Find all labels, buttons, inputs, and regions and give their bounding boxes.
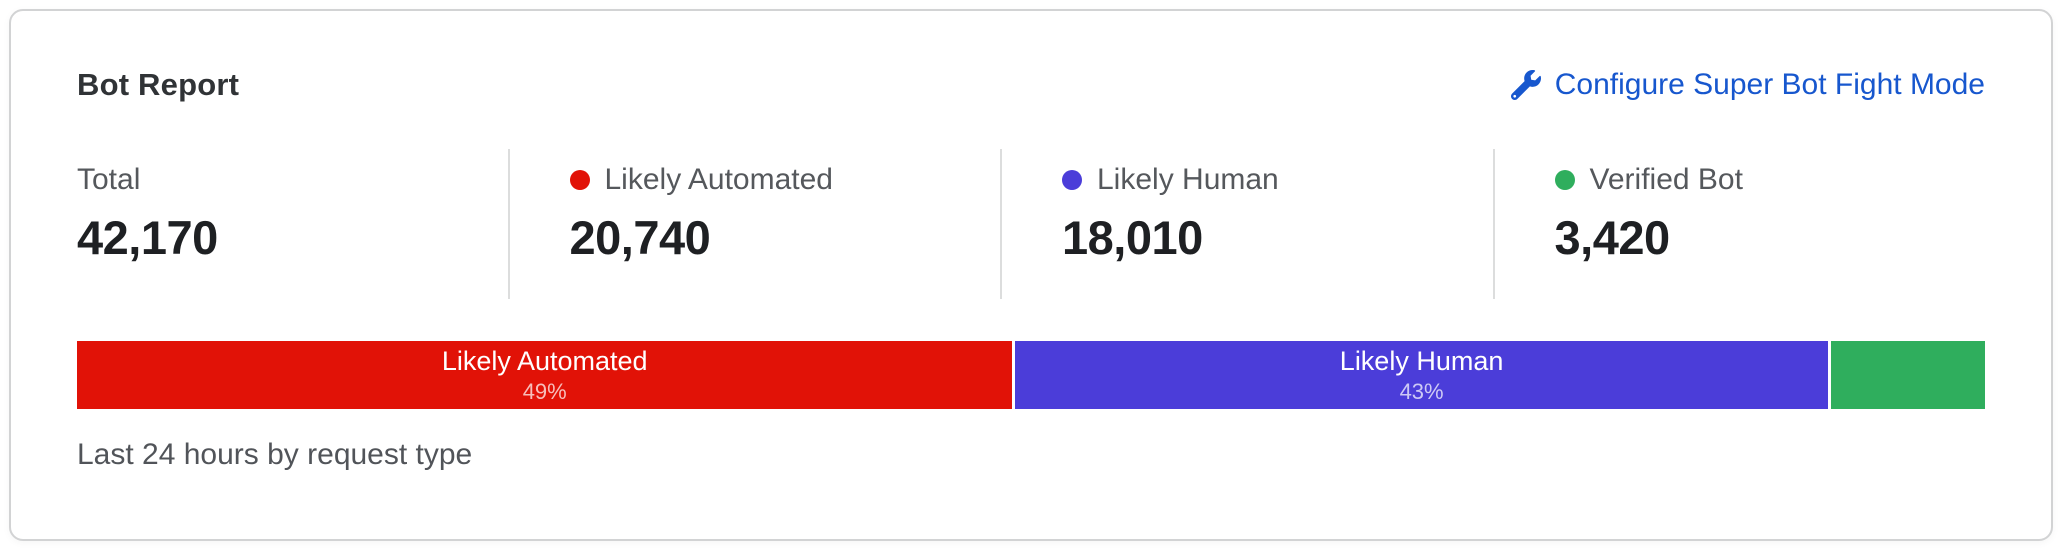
bar-segment-likely-automated: Likely Automated 49% — [77, 341, 1013, 409]
stat-verified-bot-label: Verified Bot — [1589, 163, 1743, 196]
bar-segment-label: Likely Automated — [441, 346, 648, 376]
configure-link-label: Configure Super Bot Fight Mode — [1554, 68, 1985, 101]
stat-verified-bot: Verified Bot 3,420 — [1492, 149, 1986, 299]
bar-segment-verified-bot — [1830, 341, 1985, 409]
card-header: Bot Report Configure Super Bot Fight Mod… — [77, 65, 1985, 105]
stat-total-value: 42,170 — [77, 211, 218, 264]
bar-segment-label: Likely Human — [1339, 346, 1504, 376]
wrench-icon — [1510, 70, 1541, 100]
stat-likely-automated-label: Likely Automated — [604, 163, 833, 196]
time-range-caption: Last 24 hours by request type — [77, 438, 473, 471]
stat-likely-human: Likely Human 18,010 — [1000, 149, 1493, 299]
likely-automated-dot-icon — [569, 170, 590, 190]
stat-likely-automated: Likely Automated 20,740 — [507, 149, 1001, 299]
stat-total-label: Total — [77, 163, 141, 196]
verified-bot-dot-icon — [1554, 170, 1575, 190]
page-title: Bot Report — [77, 67, 240, 102]
stat-total: Total 42,170 — [77, 149, 508, 299]
likely-human-dot-icon — [1062, 170, 1082, 190]
request-type-stacked-bar: Likely Automated 49% Likely Human 43% — [77, 341, 1985, 409]
stats-row: Total 42,170 Likely Automated 20,740 Lik… — [77, 149, 1985, 299]
stat-verified-bot-value: 3,420 — [1554, 211, 1671, 264]
stat-likely-human-value: 18,010 — [1062, 211, 1203, 264]
stat-likely-human-label: Likely Human — [1097, 163, 1279, 196]
stat-likely-automated-value: 20,740 — [569, 211, 711, 264]
bar-segment-likely-human: Likely Human 43% — [1015, 341, 1828, 409]
bar-segment-percent: 43% — [1399, 379, 1444, 404]
configure-super-bot-fight-mode-link[interactable]: Configure Super Bot Fight Mode — [1510, 66, 1985, 104]
bar-segment-percent: 49% — [522, 379, 567, 404]
bot-report-card: Bot Report Configure Super Bot Fight Mod… — [9, 9, 2053, 541]
